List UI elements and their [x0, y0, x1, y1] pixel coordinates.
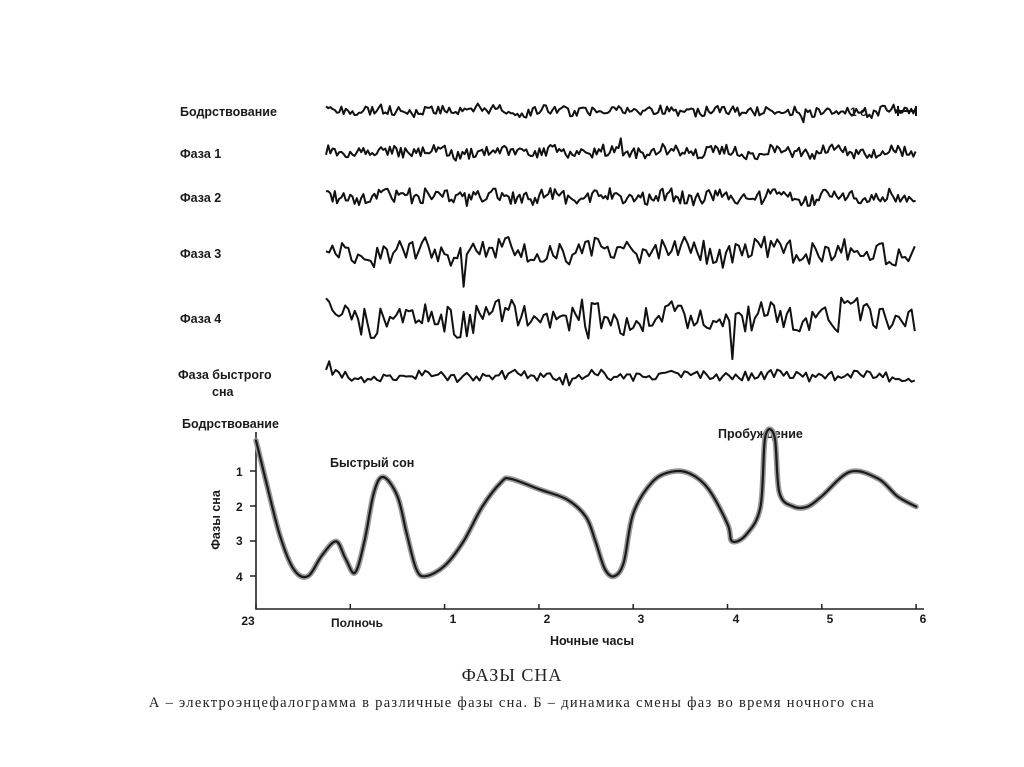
x-tick-label-midnight: Полночь — [331, 616, 383, 630]
x-tick-label: 4 — [733, 612, 740, 626]
time-scale-bar — [897, 106, 917, 116]
x-tick-label: 3 — [638, 612, 645, 626]
x-tick-label: 5 — [827, 612, 834, 626]
x-tick-label: 2 — [544, 612, 551, 626]
x-tick-label: 6 — [920, 612, 927, 626]
eeg-row-label-phase4: Фаза 4 — [180, 312, 221, 326]
caption-text: А – электроэнцефалограмма в различные фа… — [148, 695, 876, 711]
x-tick-marks — [255, 604, 917, 609]
eeg-trace-phase4 — [325, 296, 916, 361]
y-tick-marks — [250, 470, 256, 577]
eeg-row-label-phase3: Фаза 3 — [180, 247, 221, 261]
eeg-row-label-wake: Бодрствование — [180, 105, 277, 119]
y-tick-label: 3 — [236, 534, 243, 548]
x-tick-label: 1 — [450, 612, 457, 626]
eeg-trace-wake — [325, 102, 917, 124]
eeg-row-label-phase2: Фаза 2 — [180, 191, 221, 205]
time-scale-label: 1 с — [850, 105, 867, 119]
hypnogram-wake-label: Бодрствование — [182, 417, 279, 431]
y-axis-title: Фазы сна — [209, 489, 223, 550]
eeg-trace-phase2 — [325, 187, 916, 207]
x-tick-label: 23 — [241, 614, 255, 628]
annotation-rem-sleep: Быстрый сон — [330, 456, 414, 470]
eeg-row-label-rem-line2: сна — [212, 385, 235, 399]
y-tick-label: 2 — [236, 500, 243, 514]
caption-title: ФАЗЫ СНА — [461, 665, 563, 685]
hypnogram-line-core — [254, 428, 918, 579]
eeg-row-label-phase1: Фаза 1 — [180, 147, 221, 161]
eeg-trace-phase1 — [325, 137, 917, 162]
x-axis-title: Ночные часы — [550, 634, 634, 648]
y-tick-label: 4 — [236, 570, 243, 584]
eeg-trace-phase3 — [325, 235, 916, 288]
hypnogram-panel: Бодрствование Быстрый сон Пробуждение Фа… — [182, 417, 927, 648]
eeg-panel: Бодрствование Фаза 1 Фаза 2 Фаза 3 Фаза … — [178, 102, 917, 399]
annotation-awakening: Пробуждение — [718, 427, 803, 441]
hypnogram-line — [253, 426, 919, 580]
eeg-row-label-rem: Фаза быстрого — [178, 368, 272, 382]
y-tick-label: 1 — [236, 465, 243, 479]
eeg-trace-rem — [325, 360, 916, 387]
